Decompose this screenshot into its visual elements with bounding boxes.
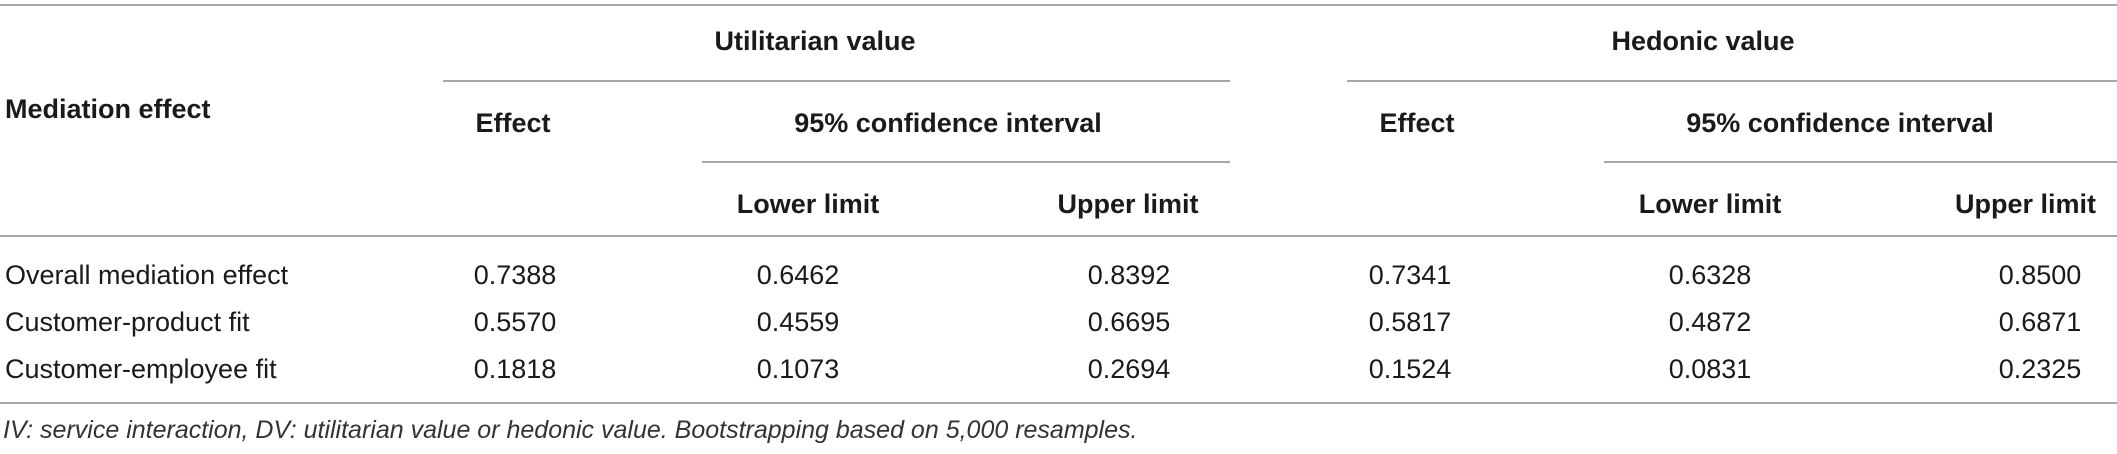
utilitarian-group-rule xyxy=(443,80,1230,82)
hedonic-group-title: Hedonic value xyxy=(1611,26,1795,56)
hedonic-ci-rule xyxy=(1604,161,2117,163)
hedonic-lower-header: Lower limit xyxy=(1638,189,1782,219)
utilitarian-lower-header: Lower limit xyxy=(736,189,880,219)
row-label: Overall mediation effect xyxy=(5,260,289,290)
table-cell: 0.7341 xyxy=(1368,260,1452,290)
hedonic-ci-header: 95% confidence interval xyxy=(1686,108,1994,138)
table-cell: 0.1073 xyxy=(756,354,840,384)
utilitarian-group-title: Utilitarian value xyxy=(714,26,916,56)
table-bottom-rule xyxy=(0,402,2117,404)
utilitarian-ci-rule xyxy=(702,161,1230,163)
table-cell: 0.6871 xyxy=(1998,307,2082,337)
table-top-rule xyxy=(0,4,2117,6)
utilitarian-ci-header: 95% confidence interval xyxy=(794,108,1102,138)
table-cell: 0.6328 xyxy=(1668,260,1752,290)
table-cell: 0.4559 xyxy=(756,307,840,337)
table-cell: 0.5570 xyxy=(473,307,557,337)
stub-header: Mediation effect xyxy=(5,94,211,124)
hedonic-effect-header: Effect xyxy=(1379,108,1455,138)
table-cell: 0.1524 xyxy=(1368,354,1452,384)
utilitarian-effect-header: Effect xyxy=(475,108,551,138)
table-cell: 0.8500 xyxy=(1998,260,2082,290)
row-label: Customer-product fit xyxy=(5,307,250,337)
table-footnote: IV: service interaction, DV: utilitarian… xyxy=(3,416,1138,444)
hedonic-group-rule xyxy=(1347,80,2117,82)
header-bottom-rule xyxy=(0,235,2117,237)
hedonic-upper-header: Upper limit xyxy=(1955,189,2097,219)
table-cell: 0.0831 xyxy=(1668,354,1752,384)
table-cell: 0.2325 xyxy=(1998,354,2082,384)
table-cell: 0.7388 xyxy=(473,260,557,290)
row-label: Customer-employee fit xyxy=(5,354,277,384)
table-cell: 0.8392 xyxy=(1087,260,1171,290)
utilitarian-upper-header: Upper limit xyxy=(1057,189,1199,219)
table-cell: 0.1818 xyxy=(473,354,557,384)
table-cell: 0.5817 xyxy=(1368,307,1452,337)
table-cell: 0.4872 xyxy=(1668,307,1752,337)
table-cell: 0.6462 xyxy=(756,260,840,290)
table-cell: 0.6695 xyxy=(1087,307,1171,337)
table-cell: 0.2694 xyxy=(1087,354,1171,384)
